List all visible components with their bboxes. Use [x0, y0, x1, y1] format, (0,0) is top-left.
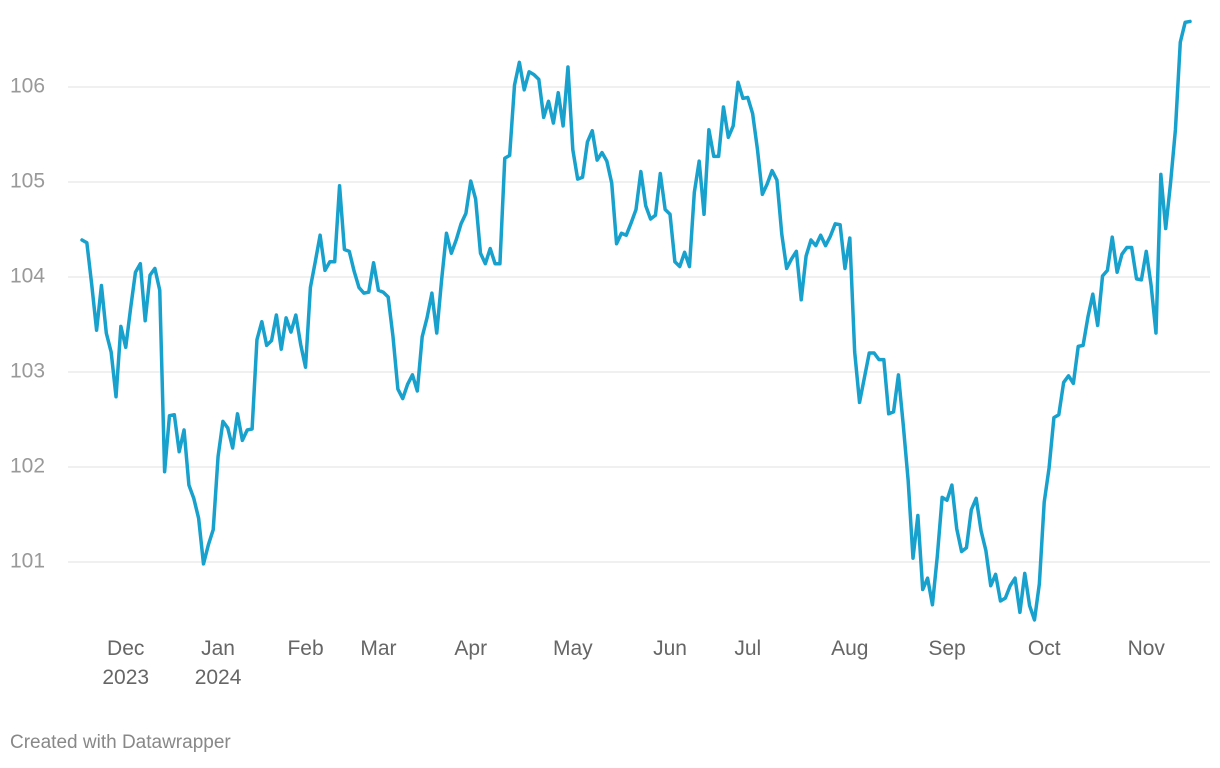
x-tick-label: May	[552, 637, 593, 660]
x-tick-label: Feb	[287, 637, 324, 660]
x-tick-label: Jul	[734, 637, 762, 660]
y-tick-label: 106	[10, 75, 45, 98]
x-tick-label: Jan 2024	[194, 637, 242, 689]
y-tick-label: 105	[10, 170, 45, 193]
y-tick-label: 103	[10, 360, 45, 383]
x-tick-label: Sep	[928, 637, 966, 660]
x-tick-label: Aug	[831, 637, 869, 660]
x-tick-label: Jun	[653, 637, 687, 660]
line	[80, 19, 1192, 622]
x-tick-label: Oct	[1027, 637, 1061, 660]
x-tick-label: Apr	[454, 637, 488, 660]
x-tick-label: Dec 2023	[102, 637, 150, 689]
x-tick-label: Nov	[1127, 637, 1165, 660]
y-tick-label: 101	[10, 550, 45, 573]
y-tick-label: 102	[10, 455, 45, 478]
y-tick-label: 104	[10, 265, 45, 288]
x-tick-label: Mar	[360, 637, 397, 660]
footer: Created with Datawrapper	[10, 732, 231, 753]
